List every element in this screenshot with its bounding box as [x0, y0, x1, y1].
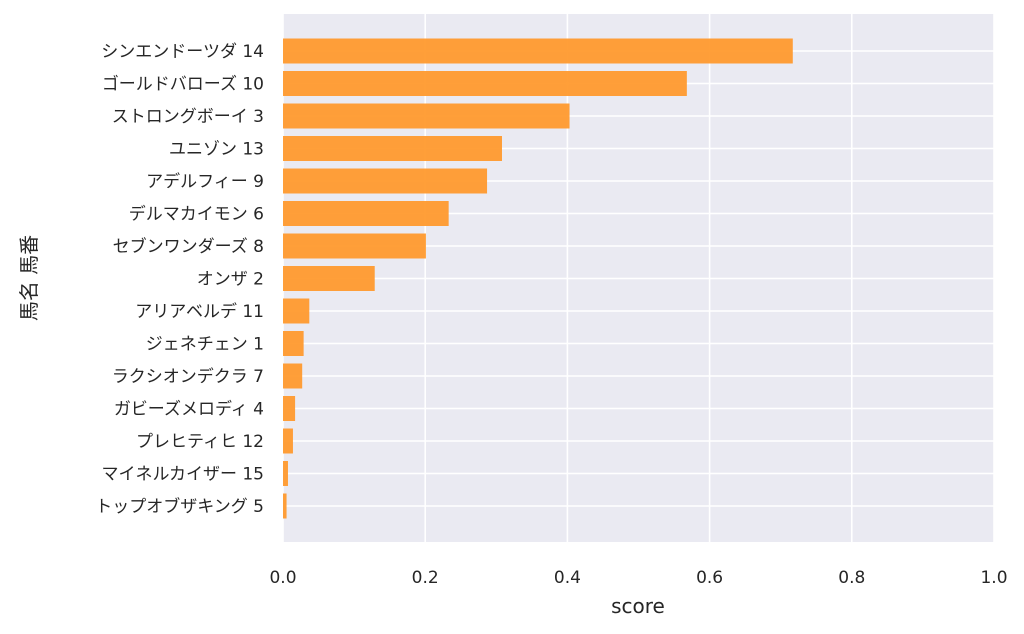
y-tick-label: ジェネチェン 1	[146, 335, 264, 355]
y-tick-labels: シンエンドーツダ 14 ゴールドバローズ 10 ストロングボーイ 3 ユニゾン 13 ア…	[95, 42, 264, 517]
bar	[283, 428, 293, 454]
x-tick-label: 0.6	[696, 568, 723, 588]
bar	[283, 493, 287, 519]
bar	[283, 396, 296, 421]
y-tick-label: デルマカイモン 6	[129, 204, 264, 225]
x-tick-labels: 0.0 0.2 0.4 0.6 0.8 1.0	[269, 568, 1007, 588]
bars	[283, 38, 793, 519]
bar	[283, 201, 449, 226]
x-tick-label: 0.0	[269, 568, 296, 588]
y-tick-label: ゴールドバローズ 10	[102, 74, 264, 95]
y-tick-label: ガビーズメロディ 4	[114, 399, 264, 420]
y-axis-label: 馬名 馬番	[17, 235, 41, 321]
bar	[283, 168, 488, 194]
bar	[283, 136, 502, 161]
y-tick-label: オンザ 2	[197, 270, 264, 290]
x-tick-label: 1.0	[980, 568, 1007, 588]
x-tick-label: 0.2	[412, 568, 439, 588]
bar	[283, 298, 310, 324]
bar	[283, 233, 426, 259]
y-tick-label: ラクシオンデクラ 7	[112, 366, 264, 387]
y-tick-label: ストロングボーイ 3	[112, 107, 264, 127]
bar	[283, 363, 303, 389]
x-tick-label: 0.8	[838, 568, 865, 588]
bar	[283, 103, 570, 129]
x-axis-label: score	[611, 594, 665, 618]
bar	[283, 38, 793, 64]
bar	[283, 71, 687, 96]
y-tick-label: マイネルカイザー 15	[101, 465, 264, 485]
y-tick-label: セブンワンダーズ 8	[113, 236, 264, 257]
y-tick-label: アデルフィー 9	[146, 171, 264, 192]
y-tick-label: アリアベルデ 11	[135, 301, 264, 322]
y-tick-label: シンエンドーツダ 14	[101, 42, 264, 62]
x-tick-label: 0.4	[554, 568, 581, 588]
y-tick-label: ユニゾン 13	[169, 140, 264, 160]
bar	[283, 331, 304, 356]
bar	[283, 461, 288, 486]
bar	[283, 266, 375, 291]
y-tick-label: トップオブザキング 5	[95, 496, 264, 517]
y-tick-label: プレヒティヒ 12	[136, 432, 264, 452]
